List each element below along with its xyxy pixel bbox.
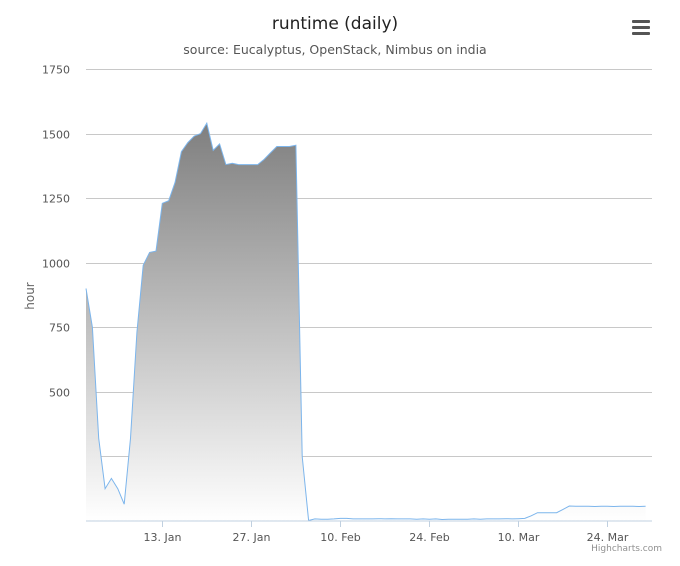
x-tick-label: 24. Feb: [409, 531, 449, 544]
hamburger-menu-icon[interactable]: [630, 20, 652, 38]
y-tick-label: 1000: [42, 258, 70, 271]
x-axis-ticks: 13. Jan 27. Jan 10. Feb 24. Feb 10. Mar 24. M…: [144, 521, 629, 544]
series-line: [85, 121, 646, 522]
x-tick-label: 27. Jan: [233, 531, 271, 544]
y-tick-label: 1250: [42, 193, 70, 206]
y-axis-ticks: 500 750 1000 1250 1500 1750: [42, 64, 70, 400]
series-area: [86, 123, 646, 521]
y-tick-label: 1750: [42, 64, 70, 77]
credits-link[interactable]: Highcharts.com: [591, 544, 662, 554]
y-tick-label: 1500: [42, 129, 70, 142]
x-tick-label: 13. Jan: [144, 531, 182, 544]
x-tick-label: 10. Feb: [320, 531, 360, 544]
y-axis-label: hour: [23, 282, 37, 310]
chart-title: runtime (daily): [271, 14, 399, 34]
x-tick-label: 10. Mar: [498, 531, 540, 544]
y-tick-label: 750: [49, 322, 70, 335]
x-tick-label: 24. Mar: [587, 531, 629, 544]
chart-subtitle: source: Eucalyptus, OpenStack, Nimbus on…: [183, 42, 487, 57]
y-tick-label: 500: [49, 387, 70, 400]
